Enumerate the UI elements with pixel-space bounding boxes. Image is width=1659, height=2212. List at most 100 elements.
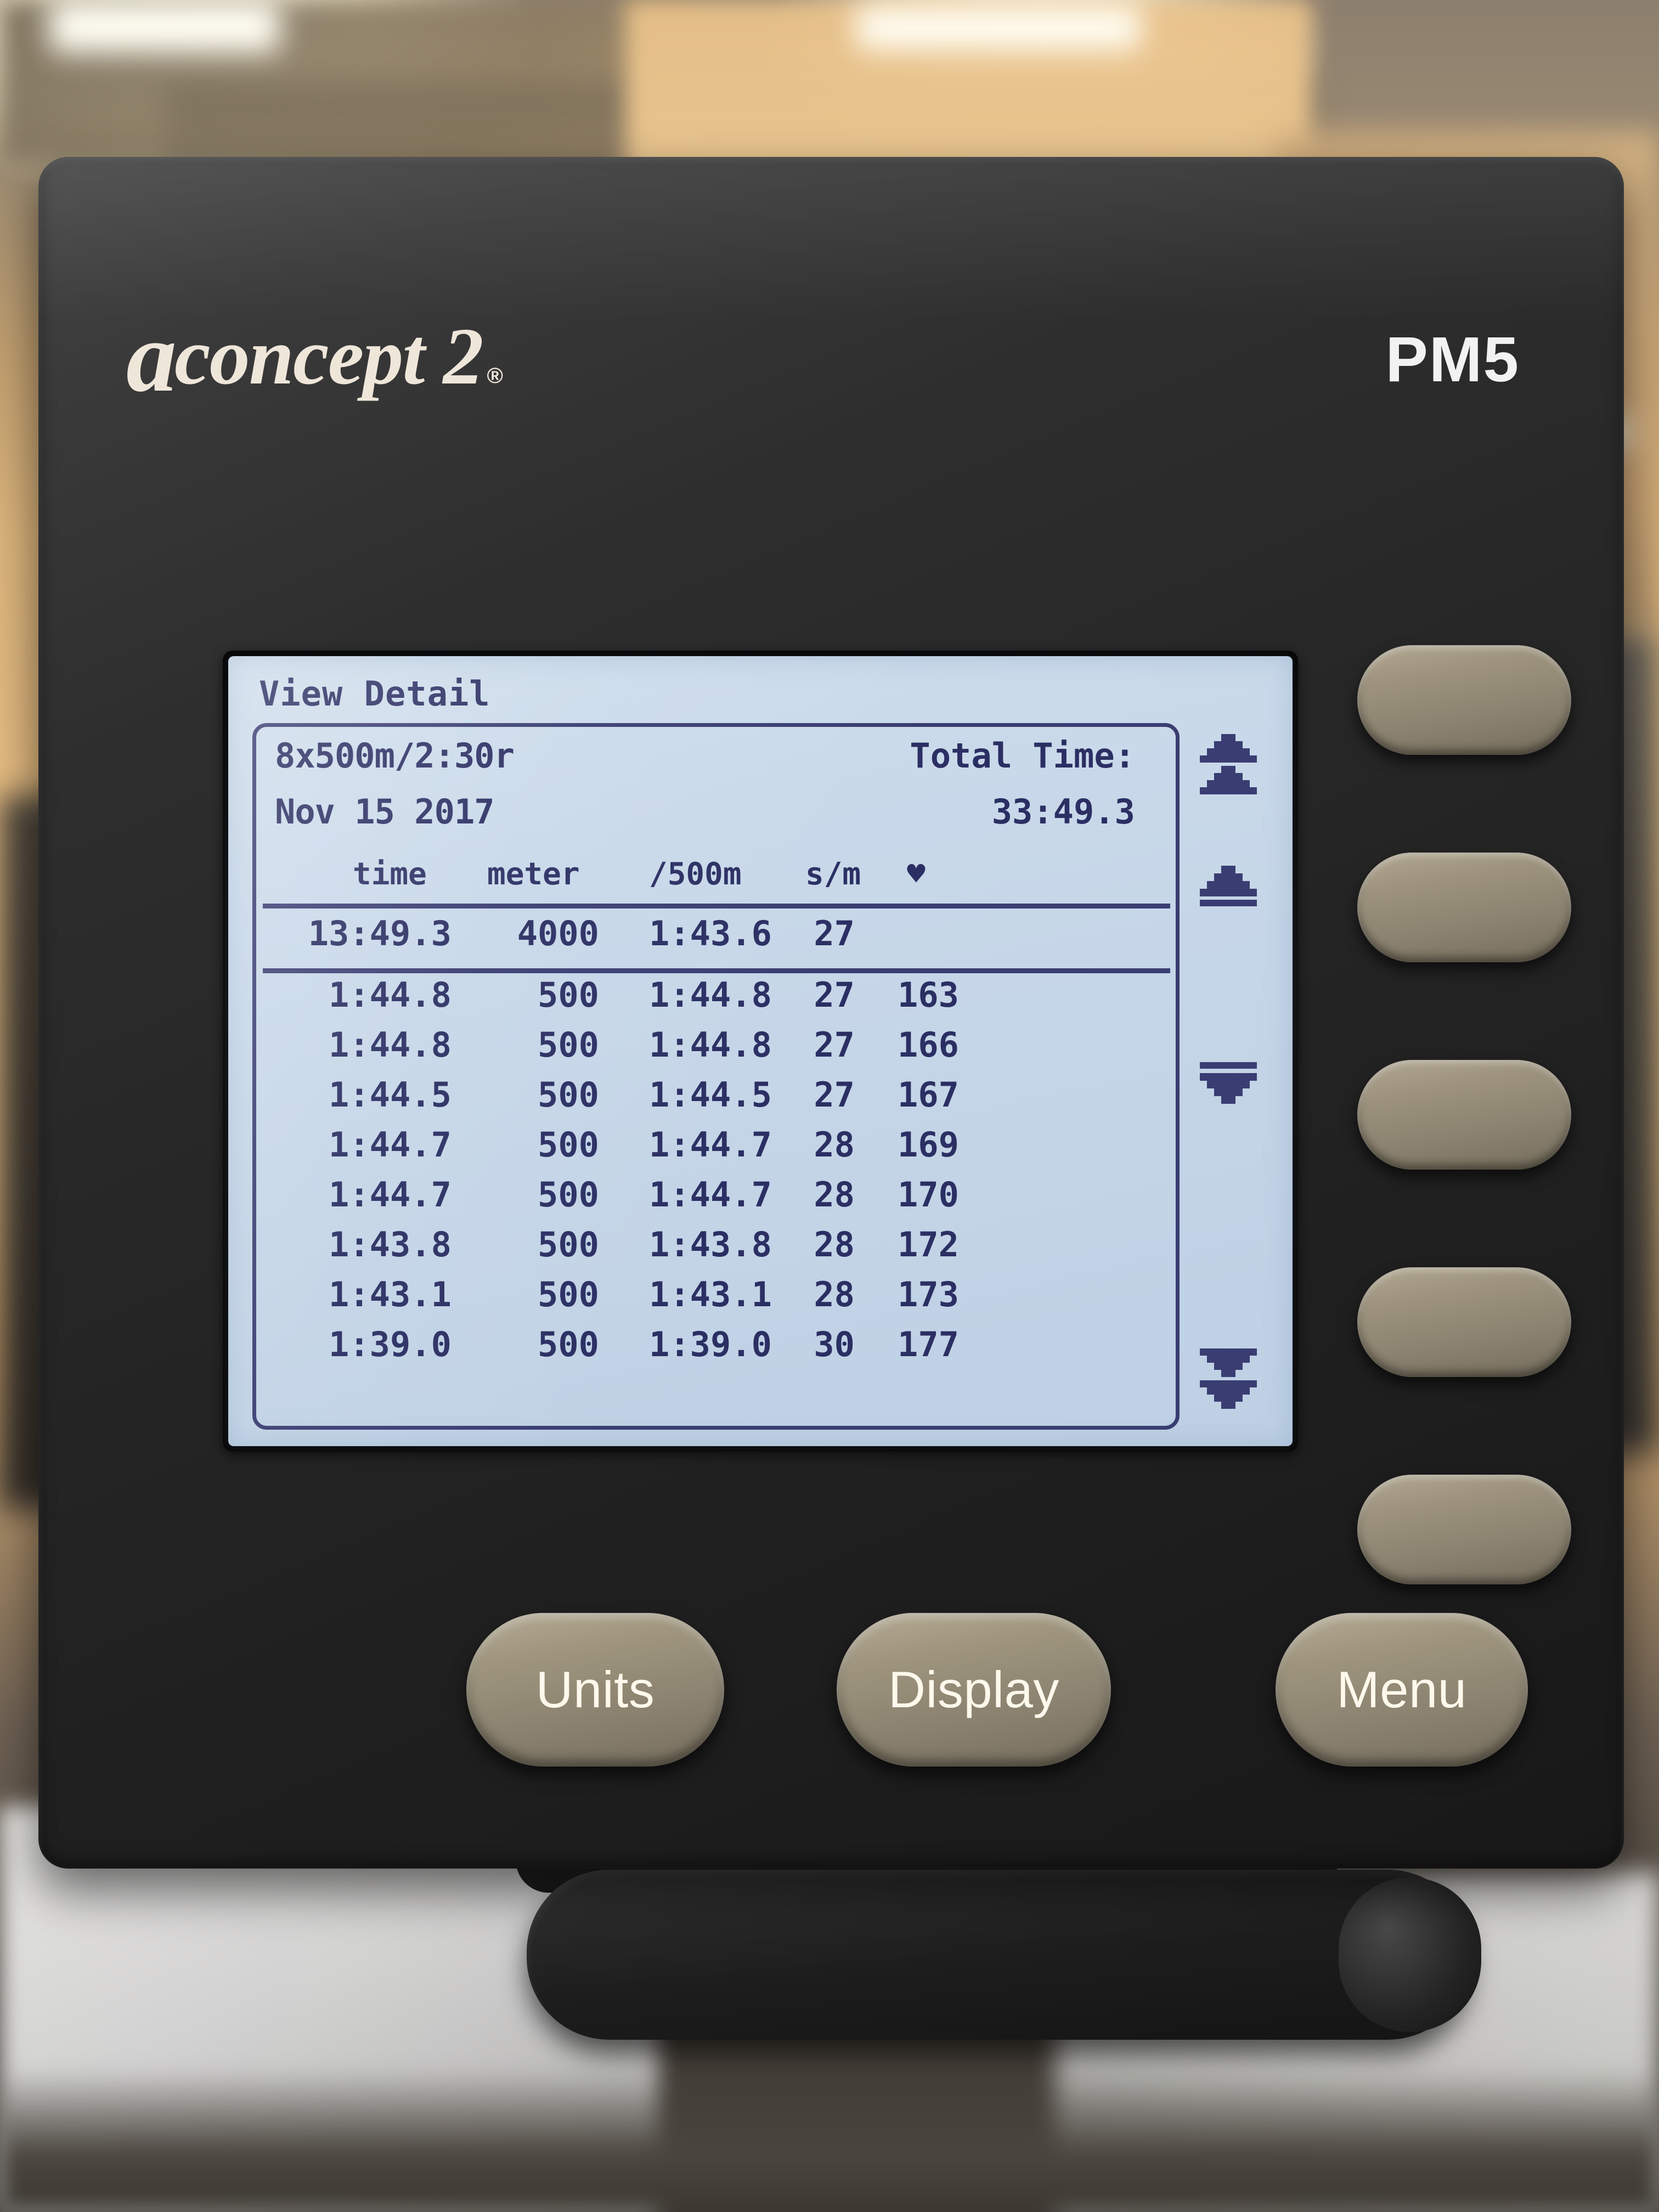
column-header-meter: meter: [487, 856, 580, 892]
workout-date: Nov 15 2017: [275, 792, 495, 832]
cell-spm: 28: [814, 1274, 855, 1314]
brand-row: ɑ concept 2 ® PM5: [38, 306, 1624, 415]
mount-barrel: [527, 1870, 1470, 2040]
cell-spm: 30: [814, 1324, 855, 1364]
cell-split: 1:44.7: [649, 1125, 772, 1165]
cell-split: 1:44.5: [649, 1075, 772, 1115]
workout-name: 8x500m/2:30r: [275, 736, 515, 776]
column-headers: time meter /500m s/m ♥: [270, 856, 1164, 900]
menu-button[interactable]: Menu: [1276, 1613, 1528, 1767]
side-soft-key-4[interactable]: [1357, 1267, 1571, 1377]
summary-split: 1:43.6: [649, 913, 772, 953]
concept2-alpha-mark: ɑ: [126, 301, 177, 413]
cell-split: 1:44.7: [649, 1175, 772, 1215]
display-button-label: Display: [888, 1661, 1059, 1718]
pm5-monitor: ɑ concept 2 ® PM5 View Detail 8x500m/2:3…: [38, 157, 1624, 1869]
cell-meter: 500: [538, 1025, 599, 1065]
registered-trademark-icon: ®: [487, 364, 503, 388]
display-button[interactable]: Display: [837, 1613, 1111, 1767]
header-divider: [263, 904, 1170, 909]
cell-time: 1:44.8: [329, 975, 452, 1015]
table-row[interactable]: 1:43.8 500 1:43.8 28 172: [270, 1224, 1164, 1274]
cell-meter: 500: [538, 1125, 599, 1165]
cell-hr: 172: [898, 1224, 959, 1265]
lcd-bezel: View Detail 8x500m/2:30r Nov 15 2017 Tot…: [223, 651, 1298, 1452]
concept2-wordmark: concept 2: [174, 312, 483, 402]
table-row[interactable]: 1:44.7 500 1:44.7 28 169: [270, 1125, 1164, 1175]
cell-time: 1:44.7: [329, 1175, 452, 1215]
scroll-down-triangle-icon[interactable]: [1199, 1062, 1257, 1108]
cell-spm: 27: [814, 975, 855, 1015]
scroll-indicators: [1189, 727, 1272, 1430]
side-soft-key-2[interactable]: [1357, 853, 1571, 962]
summary-spm: 27: [814, 913, 855, 953]
side-soft-key-1[interactable]: [1357, 645, 1571, 755]
concept2-logo: ɑ concept 2 ®: [126, 306, 503, 407]
cell-time: 1:39.0: [329, 1324, 452, 1364]
page-up-double-chevron-icon[interactable]: [1199, 733, 1257, 797]
cell-spm: 28: [814, 1175, 855, 1215]
cell-meter: 500: [538, 1274, 599, 1314]
total-time-value: 33:49.3: [991, 792, 1135, 832]
cell-meter: 500: [538, 1224, 599, 1265]
cell-split: 1:43.1: [649, 1274, 772, 1314]
units-button-label: Units: [535, 1661, 655, 1718]
summary-divider: [263, 968, 1170, 973]
column-header-stroke-rate: s/m: [805, 856, 861, 892]
cell-hr: 169: [898, 1125, 959, 1165]
cell-time: 1:43.1: [329, 1274, 452, 1314]
side-soft-key-column: [1357, 645, 1571, 1682]
model-label: PM5: [1385, 324, 1520, 395]
column-header-time: time: [353, 856, 427, 892]
heart-icon: ♥: [907, 856, 926, 892]
detail-panel: 8x500m/2:30r Nov 15 2017 Total Time: 33:…: [252, 723, 1180, 1430]
summary-row: 13:49.3 4000 1:43.6 27: [270, 913, 1164, 966]
cell-hr: 166: [898, 1025, 959, 1065]
cell-split: 1:43.8: [649, 1224, 772, 1265]
table-row[interactable]: 1:39.0 500 1:39.0 30 177: [270, 1324, 1164, 1374]
carpet-floor: [0, 2069, 1659, 2212]
units-button[interactable]: Units: [466, 1613, 724, 1767]
cell-spm: 28: [814, 1224, 855, 1265]
column-header-split: /500m: [649, 856, 742, 892]
page-down-double-chevron-icon[interactable]: [1199, 1347, 1257, 1411]
summary-meter: 4000: [517, 913, 599, 953]
cell-time: 1:43.8: [329, 1224, 452, 1265]
side-soft-key-5[interactable]: [1357, 1475, 1571, 1584]
cell-meter: 500: [538, 975, 599, 1015]
page-title: View Detail: [259, 674, 490, 714]
cell-time: 1:44.8: [329, 1025, 452, 1065]
table-row[interactable]: 1:43.1 500 1:43.1 28 173: [270, 1274, 1164, 1324]
lcd-screen: View Detail 8x500m/2:30r Nov 15 2017 Tot…: [228, 656, 1293, 1446]
cell-time: 1:44.7: [329, 1125, 452, 1165]
cell-hr: 167: [898, 1075, 959, 1115]
ceiling-light-1: [49, 0, 280, 53]
cell-meter: 500: [538, 1075, 599, 1115]
panel-header: 8x500m/2:30r Nov 15 2017 Total Time: 33:…: [270, 735, 1164, 877]
ceiling-light-2: [856, 5, 1141, 49]
cell-hr: 163: [898, 975, 959, 1015]
interval-row-list[interactable]: 1:44.8 500 1:44.8 27 163 1:44.8 500 1:44.8 27 166…: [270, 975, 1164, 1374]
cell-hr: 170: [898, 1175, 959, 1215]
bottom-button-row: Units Display Menu: [38, 1613, 1624, 1772]
mount-end-cap: [1339, 1877, 1481, 2032]
cell-meter: 500: [538, 1175, 599, 1215]
summary-time: 13:49.3: [308, 913, 452, 953]
cell-spm: 27: [814, 1025, 855, 1065]
cell-time: 1:44.5: [329, 1075, 452, 1115]
menu-button-label: Menu: [1336, 1661, 1467, 1718]
cell-split: 1:44.8: [649, 975, 772, 1015]
cell-spm: 27: [814, 1075, 855, 1115]
cell-spm: 28: [814, 1125, 855, 1165]
cell-split: 1:39.0: [649, 1324, 772, 1364]
side-soft-key-3[interactable]: [1357, 1060, 1571, 1170]
total-time-label: Total Time:: [910, 736, 1135, 776]
table-row[interactable]: 1:44.8 500 1:44.8 27 163: [270, 975, 1164, 1025]
table-row[interactable]: 1:44.5 500 1:44.5 27 167: [270, 1075, 1164, 1125]
cell-split: 1:44.8: [649, 1025, 772, 1065]
table-row[interactable]: 1:44.8 500 1:44.8 27 166: [270, 1025, 1164, 1075]
cell-hr: 173: [898, 1274, 959, 1314]
cell-meter: 500: [538, 1324, 599, 1364]
table-row[interactable]: 1:44.7 500 1:44.7 28 170: [270, 1175, 1164, 1224]
scroll-up-triangle-icon[interactable]: [1199, 866, 1257, 912]
